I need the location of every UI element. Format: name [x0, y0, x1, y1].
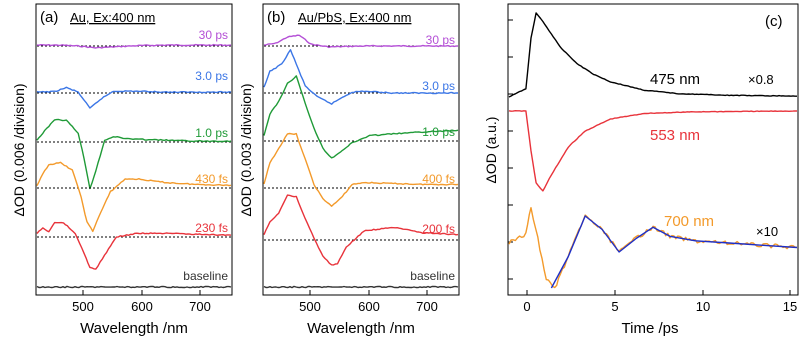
panel-a-label-1ps: 1.0 ps	[195, 126, 228, 140]
panel-a-label-3ps: 3.0 ps	[195, 69, 228, 83]
panel-c-scale-700nm: ×10	[756, 224, 778, 239]
panel-b-trace-200fs	[263, 194, 459, 266]
panel-c-xtick-label: 5	[611, 299, 618, 314]
panel-b-label-baseline: baseline	[410, 269, 455, 283]
panel-c-tag: (c)	[765, 13, 783, 30]
panel-c-scale-475nm: ×0.8	[748, 72, 774, 87]
panel-c-xtick-label: 0	[523, 299, 530, 314]
panel-a-xlabel: Wavelength /nm	[80, 320, 188, 337]
panel-b: (b) Au/PbS, Ex:400 nm 30 ps 3.0 ps 1.0 p…	[238, 3, 460, 337]
panel-a-trace-30ps	[36, 86, 232, 109]
panel-b-xtick-label: 700	[416, 299, 438, 314]
panel-c-trace-700nm	[508, 207, 798, 289]
panel-b-label-3ps: 3.0 ps	[422, 79, 455, 93]
panel-a-trace-30ps	[36, 43, 232, 49]
panel-b-label-30ps: 30 ps	[426, 33, 455, 47]
panel-b-label-200fs: 200 fs	[422, 222, 455, 236]
panel-c-trace-475nm	[508, 12, 797, 98]
panel-a-xtick-label: 700	[189, 299, 211, 314]
panel-c-trace-553nm	[508, 110, 798, 192]
panel-b-xtick-label: 500	[299, 299, 321, 314]
panel-b-traces	[263, 34, 459, 289]
panel-c-ylabel: ΔOD (a.u.)	[483, 117, 499, 184]
panel-a-label-230fs: 230 fs	[195, 221, 228, 235]
panel-a-traces	[36, 43, 232, 289]
panel-a-label-430fs: 430 fs	[195, 172, 228, 186]
panel-b-title: Au/PbS, Ex:400 nm	[298, 10, 411, 25]
panel-b-frame	[262, 3, 460, 296]
panel-c-traces	[508, 12, 798, 289]
panel-c-xtick-label: 15	[783, 299, 797, 314]
panel-b-trace-30ps	[263, 34, 459, 49]
panel-a-label-baseline: baseline	[183, 269, 228, 283]
panel-c-label-553nm: 553 nm	[650, 127, 700, 144]
panel-c-frame	[507, 3, 799, 296]
panel-b-trace-10ps	[263, 75, 459, 159]
panel-a-ylabel: ΔOD (0.006 /division)	[11, 83, 27, 216]
panel-a-frame	[35, 3, 233, 296]
panel-b-tag: (b)	[267, 9, 285, 26]
panel-a-xtick-label: 600	[131, 299, 153, 314]
panel-a-trace-10ps	[36, 118, 232, 190]
panel-c-xtick-label: 10	[696, 299, 710, 314]
panel-c-label-475nm: 475 nm	[650, 71, 700, 88]
panel-a: (a) Au, Ex:400 nm 30 ps 3.0 ps 1.0 ps 43…	[11, 3, 233, 337]
panel-b-xlabel: Wavelength /nm	[307, 320, 415, 337]
panel-a-trace-230fs	[36, 221, 232, 270]
panel-b-trace-400fs	[263, 132, 459, 207]
panel-c-xlabel: Time /ps	[622, 320, 679, 337]
panel-c-label-700nm: 700 nm	[664, 213, 714, 230]
panel-a-title: Au, Ex:400 nm	[70, 10, 155, 25]
panel-b-trace-30ps	[263, 49, 459, 105]
panel-b-label-400fs: 400 fs	[422, 172, 455, 186]
panel-a-trace-430fs	[36, 161, 232, 233]
panel-a-label-30ps: 30 ps	[199, 28, 228, 42]
panel-a-tag: (a)	[40, 9, 58, 26]
panel-b-trace-baseline	[263, 285, 459, 289]
panel-b-label-1ps: 1.0 ps	[422, 125, 455, 139]
panel-b-xtick-label: 600	[358, 299, 380, 314]
panel-a-trace-baseline	[36, 285, 232, 289]
panel-b-ylabel: ΔOD (0.003 /division)	[238, 83, 254, 216]
panel-a-xtick-label: 500	[72, 299, 94, 314]
panel-c-trace-fit	[550, 215, 798, 289]
panel-c: (c) 475 nm ×0.8 553 nm 700 nm ×10 0 5 10…	[483, 3, 799, 337]
